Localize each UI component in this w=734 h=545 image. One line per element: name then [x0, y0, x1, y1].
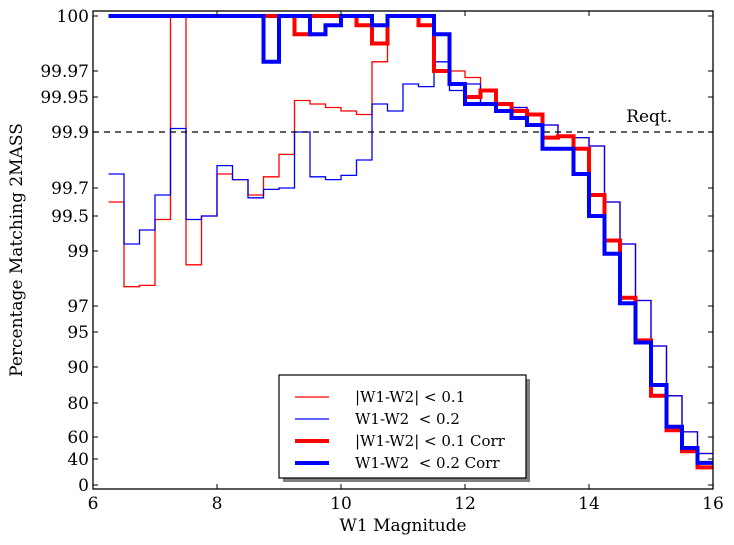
y-tick-label: 99.5	[51, 207, 89, 227]
y-tick-label: 60	[67, 428, 89, 448]
y-tick-label: 100	[57, 7, 89, 27]
y-tick-label: 99.97	[40, 62, 89, 82]
y-tick-label: 0	[78, 476, 89, 496]
legend-label-1: |W1-W2| < 0.1	[355, 388, 465, 406]
series-line-2	[108, 61, 713, 455]
y-tick-label: 40	[67, 450, 89, 470]
x-tick-label: 8	[212, 494, 223, 514]
series-layer	[108, 14, 713, 470]
legend: |W1-W2| < 0.1 W1-W2 < 0.2 |W1-W2| < 0.1 Co…	[278, 374, 530, 482]
x-tick-label: 6	[88, 494, 99, 514]
legend-box	[278, 374, 527, 479]
x-tick-label: 16	[702, 494, 724, 514]
legend-label-4: W1-W2 < 0.2 Corr	[355, 454, 500, 472]
x-tick-label: 14	[578, 494, 600, 514]
x-axis-title: W1 Magnitude	[339, 516, 466, 536]
legend-entries: |W1-W2| < 0.1 W1-W2 < 0.2 |W1-W2| < 0.1 Co…	[295, 388, 506, 472]
y-tick-label: 97	[67, 297, 89, 317]
plot-frame	[92, 10, 714, 490]
y-tick-label: 99.9	[51, 123, 89, 143]
x-tick-label: 10	[330, 494, 352, 514]
y-tick-label: 90	[67, 358, 89, 378]
series-line-4	[108, 14, 713, 465]
y-tick-label: 99.95	[40, 88, 89, 108]
x-tick-label: 12	[454, 494, 476, 514]
legend-label-3: |W1-W2| < 0.1 Corr	[355, 432, 506, 450]
y-axis-title: Percentage Matching 2MASS	[7, 123, 27, 377]
legend-label-2: W1-W2 < 0.2	[355, 410, 460, 428]
y-tick-label: 99	[67, 242, 89, 262]
y-tick-label: 95	[67, 323, 89, 343]
requirement-label: Reqt.	[626, 107, 672, 127]
y-tick-label: 80	[67, 394, 89, 414]
y-tick-label: 99.7	[51, 179, 89, 199]
